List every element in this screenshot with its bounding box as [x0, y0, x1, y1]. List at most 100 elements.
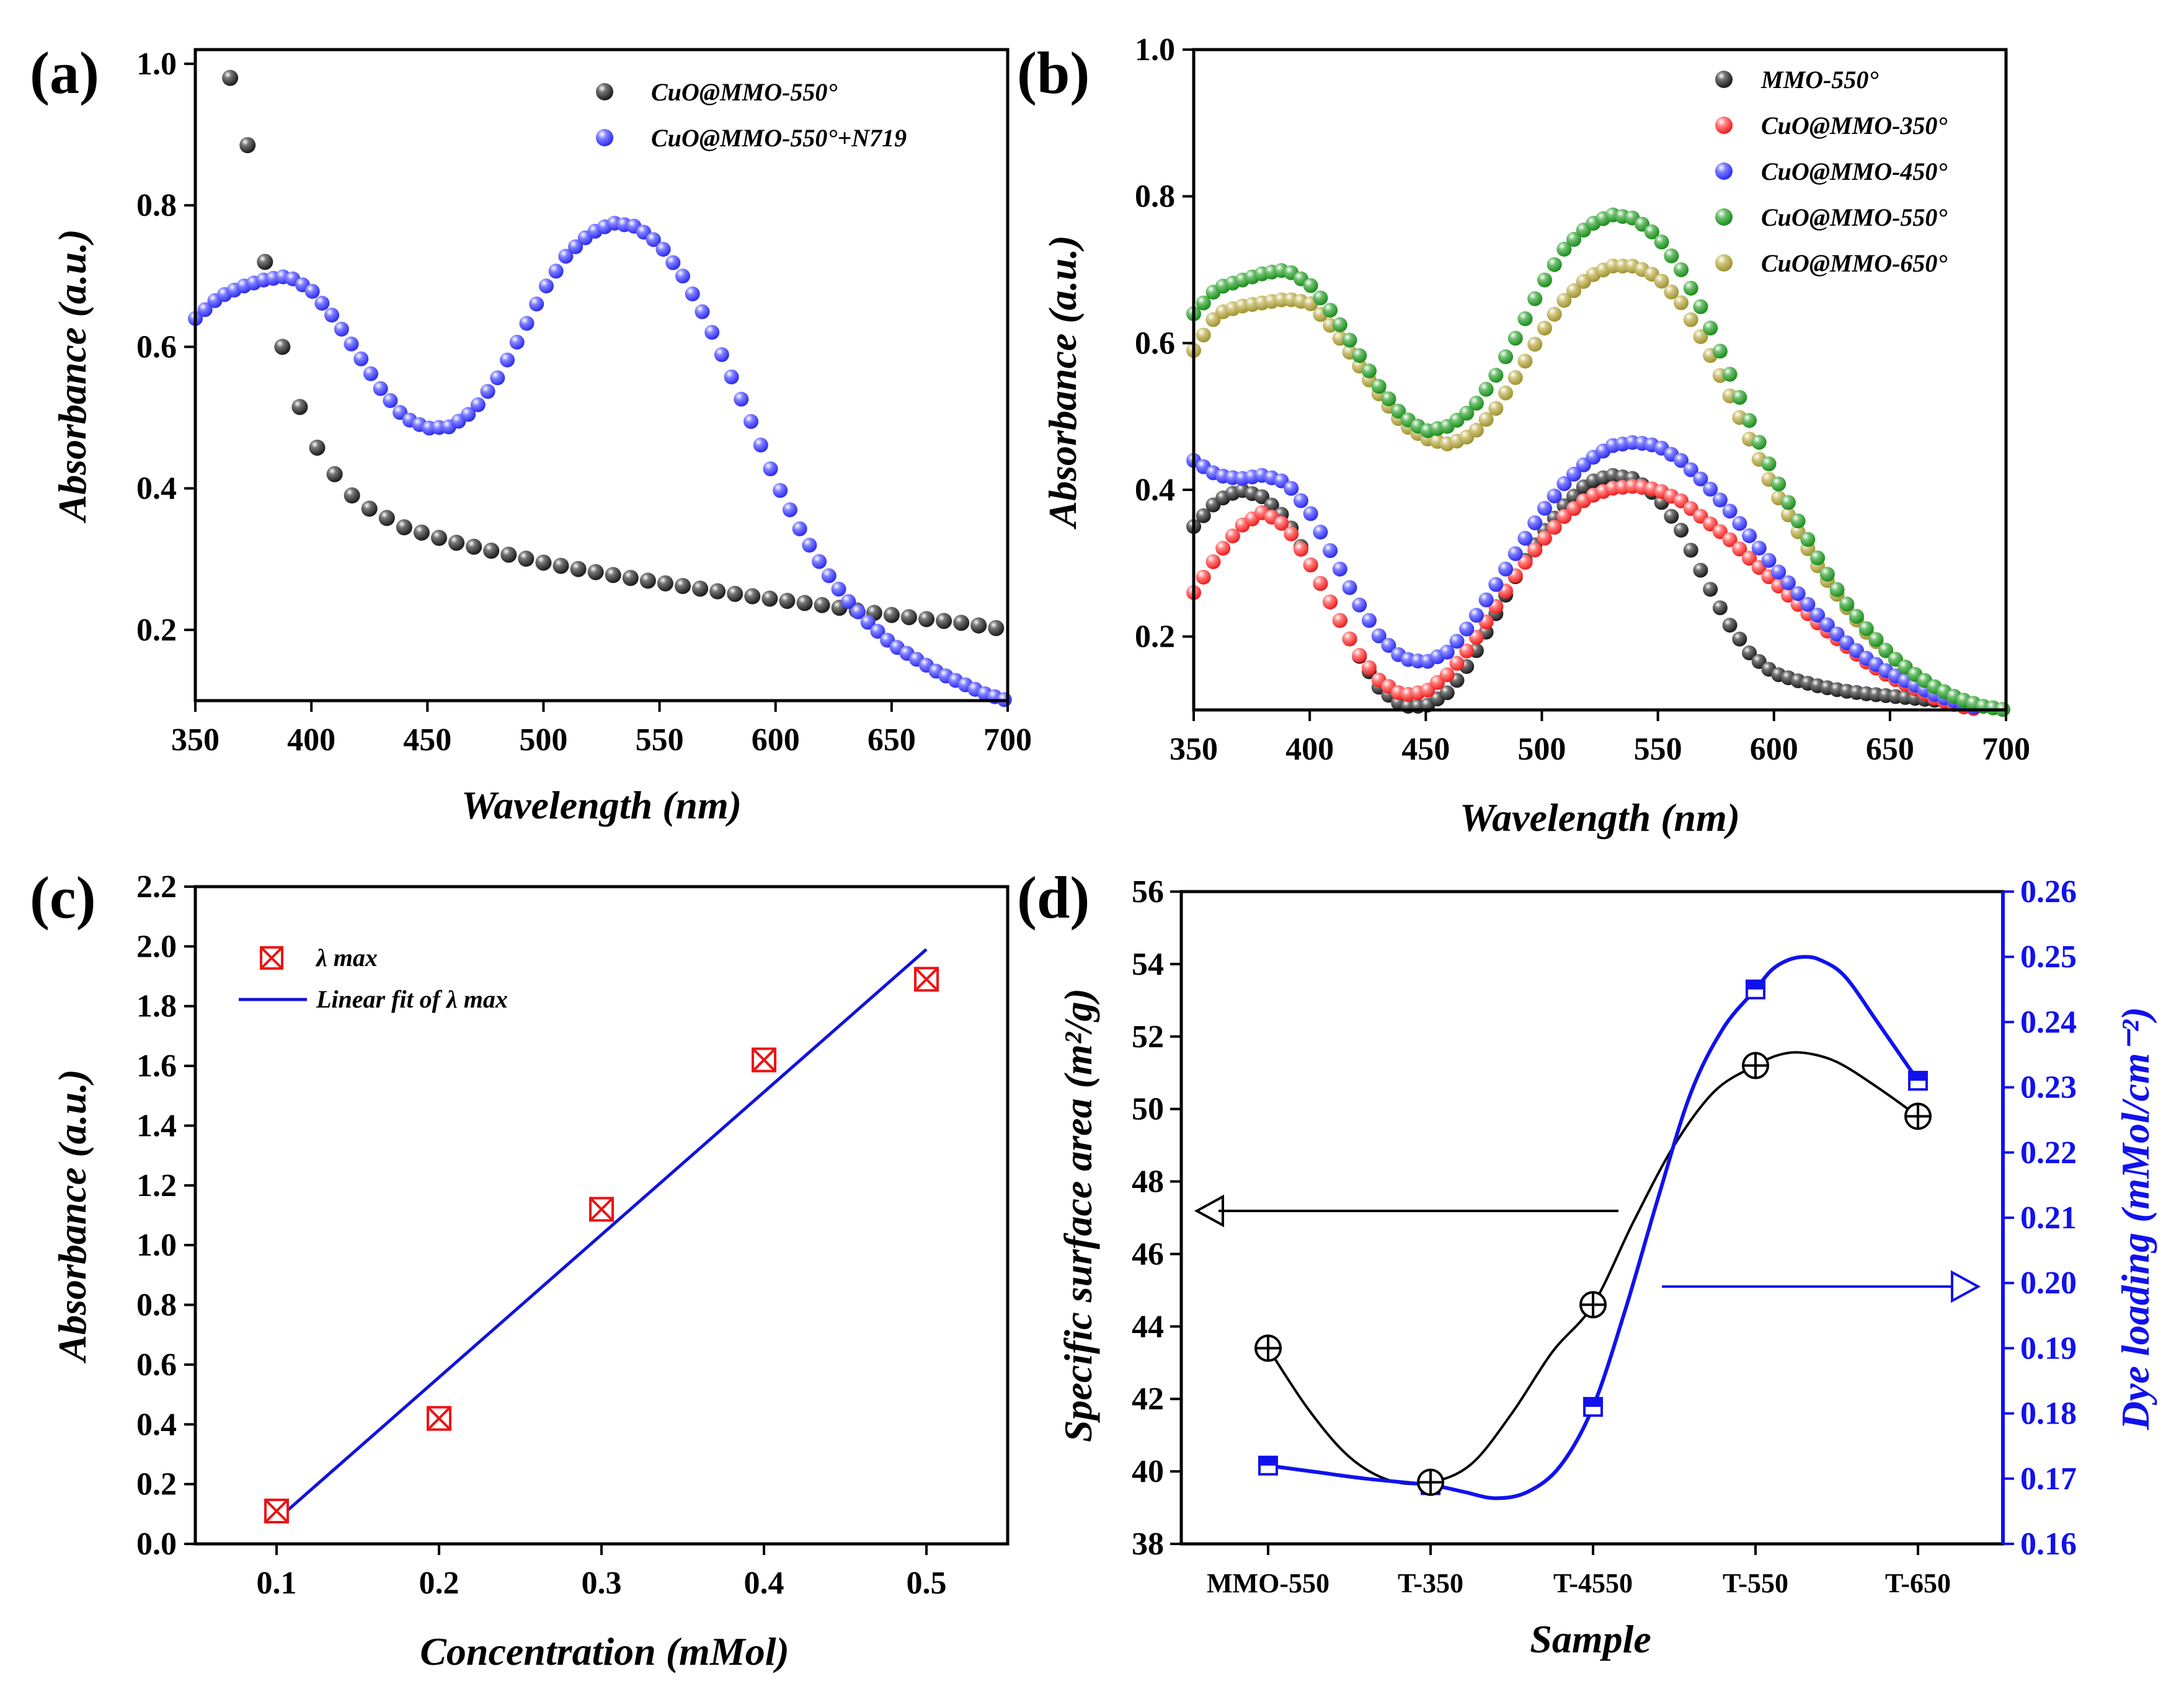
y-tick-label: 0.8 — [136, 188, 177, 223]
data-point — [1323, 303, 1338, 318]
data-point — [568, 239, 584, 254]
x-tick-label: 450 — [1401, 732, 1450, 767]
data-point — [1537, 500, 1552, 516]
data-point — [655, 242, 671, 257]
y-tick-label: 1.2 — [136, 1168, 177, 1203]
data-point — [1468, 629, 1484, 645]
data-point — [763, 461, 778, 477]
data-point — [1381, 637, 1396, 653]
x-tick-label: T-4550 — [1553, 1568, 1633, 1598]
data-point — [1566, 466, 1582, 482]
data-point — [1478, 592, 1494, 608]
data-point — [466, 538, 482, 555]
series-lambda-max — [264, 967, 939, 1523]
data-point — [704, 324, 720, 340]
data-point — [1468, 608, 1484, 623]
data-point — [1478, 381, 1494, 397]
data-point — [518, 551, 535, 567]
series-cuo-mmo-550 — [222, 69, 1005, 637]
data-point — [548, 264, 564, 279]
panel-b-xlabel: Wavelength (nm) — [1460, 795, 1740, 840]
data-point — [1215, 541, 1231, 556]
data-point — [900, 609, 917, 626]
arrow-right-dye-loading — [1662, 1270, 1981, 1303]
data-point — [500, 352, 515, 368]
data-point — [383, 393, 398, 409]
data-point — [1712, 492, 1728, 508]
y-tick-label: 44 — [1132, 1309, 1164, 1344]
data-point — [1342, 631, 1357, 647]
data-point — [1547, 488, 1562, 503]
x-tick-label: T-650 — [1885, 1568, 1951, 1598]
data-point — [1381, 391, 1396, 407]
data-point — [1371, 628, 1387, 644]
panel-a-frame — [193, 48, 1010, 702]
data-point — [1722, 503, 1738, 519]
y-tick-label: 1.4 — [136, 1108, 177, 1143]
y-tick-label: 0.4 — [136, 1407, 177, 1442]
legend-marker-a-0 — [596, 83, 613, 100]
y-right-tick-label: 0.26 — [2020, 874, 2077, 910]
y-tick-label: 42 — [1132, 1381, 1164, 1417]
data-point — [1908, 1071, 1928, 1091]
y-tick-label: 1.0 — [1135, 32, 1175, 68]
legend-marker-b-3 — [1715, 208, 1733, 226]
x-tick-label: 0.2 — [419, 1566, 459, 1601]
data-point — [1284, 481, 1299, 496]
data-point — [1303, 506, 1318, 521]
data-point — [470, 397, 486, 412]
data-point — [1254, 489, 1270, 505]
y-tick-label: 0.2 — [136, 1467, 177, 1502]
x-tick-label: 500 — [1517, 732, 1566, 767]
data-point — [1478, 412, 1494, 427]
panel-b-frame — [1192, 48, 2008, 712]
data-point — [490, 370, 505, 386]
data-point — [709, 583, 726, 600]
panel-a-ylabel: Absorbance (a.u.) — [50, 229, 94, 523]
legend-label-b-1: CuO@MMO-350° — [1761, 112, 1947, 140]
data-point — [622, 570, 639, 587]
data-point — [1468, 422, 1484, 438]
data-point — [1459, 405, 1475, 421]
data-point — [1583, 1397, 1603, 1417]
data-point — [413, 524, 430, 541]
data-point — [1810, 608, 1826, 623]
y-tick-label: 38 — [1132, 1527, 1164, 1562]
legend-marker-a-1 — [596, 129, 613, 146]
panel-d-xlabel: Sample — [1530, 1617, 1651, 1661]
x-tick-label: T-350 — [1398, 1568, 1463, 1598]
legend-label-b-4: CuO@MMO-650° — [1761, 249, 1947, 277]
data-point — [1274, 515, 1289, 531]
data-point — [1313, 290, 1328, 306]
data-point — [1225, 528, 1240, 544]
data-point — [914, 967, 939, 992]
panel-label-b: (b) — [1017, 40, 1090, 106]
panel-c-chart: 0.1 0.2 0.3 0.4 0.5 0.0 0.2 0.4 0.6 0.8 1.0 1.2 1.4 1… — [50, 869, 1010, 1673]
surface-area-curve — [1267, 1051, 1919, 1486]
data-point — [1703, 582, 1718, 597]
x-tick-label: 0.1 — [257, 1566, 297, 1601]
data-point — [1556, 476, 1572, 492]
data-point — [570, 561, 587, 577]
data-point — [1352, 647, 1367, 663]
legend-label-b-3: CuO@MMO-550° — [1761, 203, 1947, 231]
panel-d-ylabel-left: Specific surface area (m²/g) — [1056, 988, 1100, 1442]
data-point — [1196, 569, 1211, 585]
data-point — [1674, 453, 1689, 468]
data-point — [779, 593, 796, 609]
data-point — [953, 614, 970, 631]
data-point — [850, 604, 866, 619]
data-point — [529, 296, 544, 312]
x-tick-label: 650 — [1866, 732, 1914, 767]
data-point — [1468, 396, 1484, 411]
panel-c-ylabel: Absorbance (a.u.) — [50, 1069, 94, 1363]
x-tick-label: 550 — [1634, 732, 1682, 767]
data-point — [1342, 332, 1357, 348]
data-point — [744, 588, 761, 605]
data-point — [1722, 532, 1738, 547]
data-point — [1849, 609, 1864, 624]
data-point — [1313, 525, 1328, 540]
y-tick-label: 54 — [1132, 947, 1164, 982]
data-point — [1712, 343, 1728, 359]
data-point — [344, 487, 360, 504]
